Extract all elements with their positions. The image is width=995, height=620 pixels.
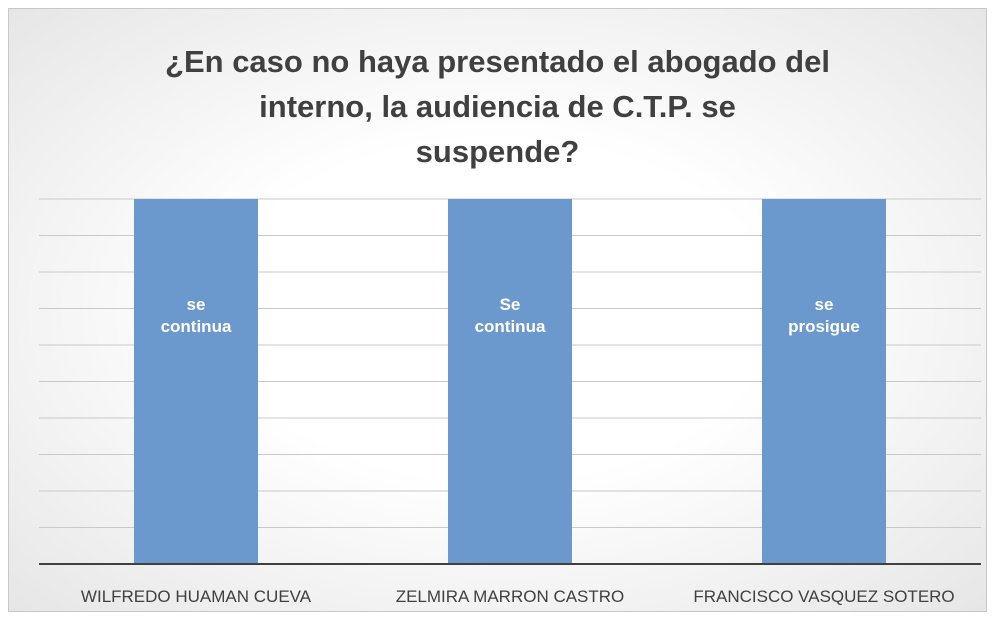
chart-title: ¿En caso no haya presentado el abogado d… xyxy=(165,44,830,169)
data-label: Se continua xyxy=(474,294,546,336)
data-label: se prosigue xyxy=(788,294,860,336)
bar xyxy=(762,199,886,564)
chart: ¿En caso no haya presentado el abogado d… xyxy=(8,8,987,612)
x-tick-label: FRANCISCO VASQUEZ SOTERO xyxy=(693,587,955,606)
bar xyxy=(134,199,258,564)
x-tick-label: ZELMIRA MARRON CASTRO xyxy=(395,587,625,606)
plot xyxy=(39,198,981,565)
bar xyxy=(448,199,572,564)
x-tick-label: WILFREDO HUAMAN CUEVA xyxy=(80,587,312,606)
data-label: se continua xyxy=(160,294,232,336)
